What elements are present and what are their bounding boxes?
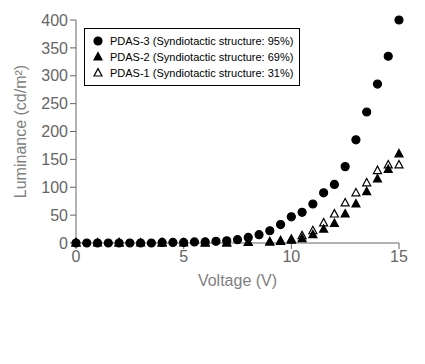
svg-text:150: 150 [41,151,68,168]
svg-text:15: 15 [390,248,408,265]
svg-text:10: 10 [282,248,300,265]
svg-text:100: 100 [41,179,68,196]
svg-text:Voltage (V): Voltage (V) [198,272,277,289]
svg-text:300: 300 [41,67,68,84]
svg-text:5: 5 [179,248,188,265]
svg-text:350: 350 [41,40,68,57]
svg-text:50: 50 [50,207,68,224]
html-text:PDAS-3 (Syndiotactic structure: PDAS-3 (Syndiotactic structure: 95%) [110,35,294,47]
svg-text:0: 0 [72,248,81,265]
html-text:PDAS-1 (Syndiotactic structure: PDAS-1 (Syndiotactic structure: 31%) [110,67,294,79]
svg-text:250: 250 [41,95,68,112]
html-text:PDAS-2 (Syndiotactic structure: PDAS-2 (Syndiotactic structure: 69%) [110,51,294,63]
svg-text:Luminance (cd/m²): Luminance (cd/m²) [12,65,29,198]
svg-text:200: 200 [41,123,68,140]
svg-text:0: 0 [59,235,68,252]
svg-text:400: 400 [41,12,68,29]
